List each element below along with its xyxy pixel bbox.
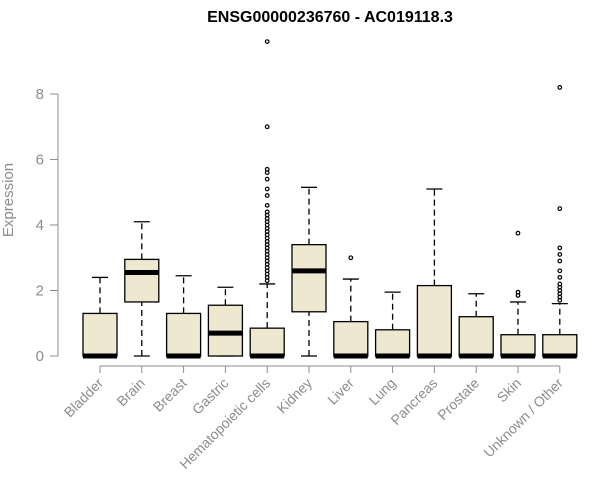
box-rect: [291, 243, 327, 313]
y-tick-label: 6: [36, 152, 44, 169]
outlier-point: [557, 85, 563, 90]
box-rect: [458, 316, 494, 357]
y-tick-label: 4: [36, 217, 44, 234]
box-rect: [542, 334, 578, 357]
box-breast: [165, 275, 202, 359]
box-prostate: [458, 293, 494, 359]
y-tick-label: 2: [36, 283, 44, 300]
box-rect: [500, 334, 536, 357]
box-skin: [500, 230, 536, 359]
box-liver: [333, 255, 369, 359]
box-kidney: [291, 186, 327, 357]
outlier-point: [557, 258, 563, 264]
y-tick-label: 0: [36, 348, 44, 365]
box-unknown-other: [542, 85, 578, 359]
x-tick-label: Unknown / Other: [480, 375, 566, 461]
outlier-point: [515, 289, 521, 295]
x-tick-label: Lung: [365, 375, 398, 408]
outlier-point: [557, 268, 563, 274]
outlier-point: [264, 186, 270, 192]
outlier-point: [264, 124, 270, 130]
box-gastric: [207, 286, 244, 357]
outlier-point: [557, 281, 563, 287]
x-tick-label: Skin: [494, 375, 525, 406]
outlier-point: [515, 230, 521, 236]
box-hematopoietic-cells: [249, 39, 285, 359]
outlier-point: [557, 206, 563, 212]
x-tick-label: Bladder: [61, 375, 107, 421]
outlier-point: [264, 202, 270, 208]
outlier-point: [264, 209, 270, 215]
x-tick-label: Prostate: [434, 375, 482, 423]
outlier-point: [557, 245, 563, 251]
y-axis-label: Expression: [0, 163, 17, 237]
chart-title: ENSG00000236760 - AC019118.3: [207, 9, 453, 26]
outlier-point: [264, 166, 270, 172]
x-tick-label: Liver: [324, 375, 357, 408]
box-lung: [374, 291, 411, 359]
y-tick-label: 8: [36, 86, 44, 103]
box-rect: [374, 329, 411, 357]
outlier-point: [348, 255, 354, 261]
box-rect: [416, 284, 453, 357]
box-pancreas: [416, 188, 453, 359]
x-tick-label: Breast: [150, 375, 190, 415]
outlier-point: [557, 252, 563, 257]
outlier-point: [264, 193, 270, 198]
outlier-point: [557, 275, 563, 280]
box-rect: [124, 258, 160, 303]
boxes-group: [82, 39, 578, 359]
box-rect: [249, 327, 285, 357]
x-tick-label: Kidney: [274, 375, 316, 417]
box-bladder: [82, 276, 118, 359]
box-rect: [165, 312, 202, 357]
outlier-point: [264, 176, 270, 182]
x-tick-label: Brain: [113, 375, 147, 409]
box-rect: [333, 320, 369, 357]
y-axis: 0 2 4 6 8: [36, 86, 59, 365]
outlier-point: [264, 39, 270, 44]
box-brain: [124, 221, 160, 357]
box-rect: [82, 312, 118, 357]
